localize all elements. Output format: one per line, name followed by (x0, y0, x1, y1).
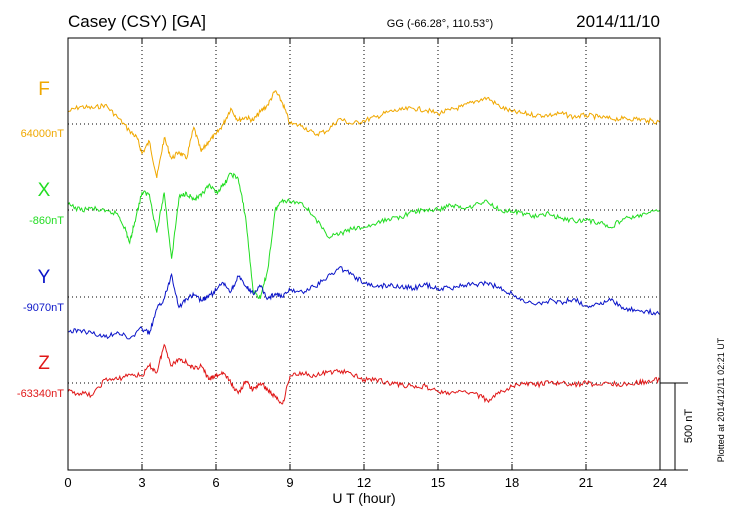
chart-subtitle: GG (-66.28°, 110.53°) (387, 18, 493, 30)
chart-date: 2014/11/10 (576, 12, 660, 31)
x-tick-label: 18 (505, 475, 519, 490)
series-line-z (67, 343, 661, 405)
series-baseline-y: -9070nT (23, 302, 64, 314)
chart-title: Casey (CSY) [GA] (68, 12, 206, 31)
x-axis-ticks: 0 3 6 9 12 15 18 21 24 (64, 38, 667, 490)
series-name-y: Y (38, 267, 51, 288)
x-tick-label: 21 (579, 475, 593, 490)
scale-bar-label: 500 nT (683, 409, 695, 444)
grid-lines (68, 37, 660, 470)
x-tick-label: 24 (653, 475, 667, 490)
x-tick-label: 12 (357, 475, 371, 490)
x-tick-label: 15 (431, 475, 445, 490)
x-tick-label: 3 (138, 475, 145, 490)
scale-bar: 500 nT (660, 382, 695, 471)
series-baseline-f: 64000nT (21, 128, 65, 140)
series-baseline-z: -63340nT (17, 388, 64, 400)
series-line-y (68, 266, 661, 340)
x-tick-label: 6 (212, 475, 219, 490)
series-labels: F 64000nT X -860nT Y -9070nT Z -63340nT (17, 79, 64, 400)
x-axis-label: U T (hour) (332, 490, 395, 506)
x-tick-label: 9 (286, 475, 293, 490)
series-name-f: F (38, 79, 50, 100)
plotted-footer: Plotted at 2014/12/11 02:21 UT (716, 337, 726, 462)
series-line-f (67, 90, 661, 179)
series-name-z: Z (38, 353, 50, 374)
series-baseline-x: -860nT (29, 215, 64, 227)
series-name-x: X (38, 180, 51, 201)
x-tick-label: 0 (64, 475, 71, 490)
series-line-x (67, 172, 661, 300)
series-layer (67, 90, 661, 405)
